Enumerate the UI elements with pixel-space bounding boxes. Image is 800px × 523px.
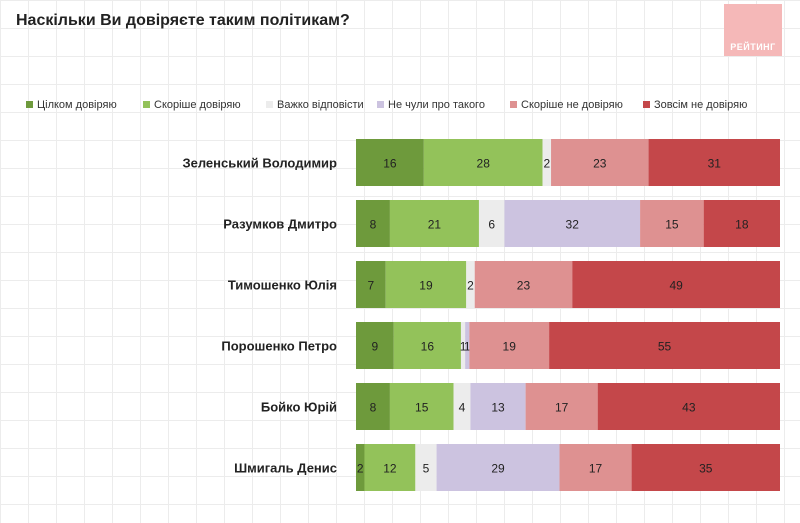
data-label: 17	[589, 462, 603, 476]
bar-segment	[551, 139, 649, 186]
bar-segment	[525, 383, 598, 430]
category-label: Тимошенко Юлія	[228, 278, 337, 293]
legend-label: Важко відповісти	[277, 99, 364, 111]
category-label: Порошенко Петро	[221, 339, 337, 354]
bar-segment	[559, 444, 632, 491]
bar-segment	[703, 200, 780, 247]
legend-swatch	[26, 101, 33, 108]
legend-swatch	[377, 101, 384, 108]
data-label: 55	[658, 340, 672, 354]
rating-logo: РЕЙТИНГ	[724, 4, 782, 56]
category-label: Разумков Дмитро	[223, 217, 337, 232]
data-label: 43	[682, 401, 696, 415]
logo-text: РЕЙТИНГ	[730, 42, 776, 52]
bar-segment	[465, 322, 470, 369]
data-label: 15	[415, 401, 429, 415]
bar-segment	[469, 322, 550, 369]
legend-swatch	[643, 101, 650, 108]
data-label: 21	[428, 218, 442, 232]
chart-legend: Цілком довіряю Скоріше довіряю Важко відпо…	[26, 99, 747, 111]
bar-segment	[542, 139, 552, 186]
bar-segment	[549, 322, 780, 369]
data-label: 2	[357, 462, 364, 476]
legend-label: Скоріше довіряю	[154, 99, 241, 111]
data-label: 4	[459, 401, 466, 415]
data-label: 32	[566, 218, 580, 232]
bar-segment	[423, 139, 543, 186]
bar-segment	[648, 139, 780, 186]
legend-swatch	[143, 101, 150, 108]
data-label: 19	[503, 340, 517, 354]
data-label: 15	[665, 218, 679, 232]
bar-segment	[393, 322, 461, 369]
bar-segment	[640, 200, 704, 247]
bar-segment	[385, 261, 467, 308]
data-label: 29	[491, 462, 505, 476]
data-label: 1	[460, 340, 467, 354]
data-label: 13	[491, 401, 505, 415]
bar-segment	[389, 383, 454, 430]
bar-segment	[453, 383, 471, 430]
data-label: 19	[419, 279, 433, 293]
data-label: 2	[467, 279, 474, 293]
bar-segment	[572, 261, 780, 308]
bar-segment	[356, 322, 394, 369]
bar-segment	[356, 261, 386, 308]
bar-segment	[504, 200, 641, 247]
bar-segment	[470, 383, 526, 430]
bar-segment	[478, 200, 505, 247]
bar-segment	[356, 383, 390, 430]
data-label: 1	[464, 340, 471, 354]
data-label: 35	[699, 462, 713, 476]
data-label: 28	[477, 157, 491, 171]
bar-segment	[415, 444, 437, 491]
data-label: 16	[421, 340, 435, 354]
data-label: 23	[517, 279, 531, 293]
legend-label: Цілком довіряю	[37, 99, 117, 111]
bar-segment	[364, 444, 416, 491]
bar-segment	[466, 261, 475, 308]
category-label: Зеленський Володимир	[182, 156, 337, 171]
bar-segment	[356, 200, 390, 247]
bar-segment	[631, 444, 780, 491]
data-label: 2	[543, 157, 550, 171]
bar-segment	[597, 383, 780, 430]
legend-label: Зовсім не довіряю	[654, 99, 747, 111]
bar-segment	[356, 444, 365, 491]
bar-segment	[474, 261, 573, 308]
category-label: Бойко Юрій	[261, 400, 337, 415]
data-label: 17	[555, 401, 569, 415]
bar-segment	[389, 200, 479, 247]
data-label: 31	[708, 157, 722, 171]
legend-label: Не чули про такого	[388, 99, 485, 111]
bar-segment	[356, 139, 424, 186]
bar-segment	[460, 322, 466, 369]
data-label: 16	[383, 157, 397, 171]
data-label: 8	[370, 401, 377, 415]
category-label: Шмигаль Денис	[234, 461, 337, 476]
chart-title: Наскільки Ви довіряєте таким політикам?	[16, 12, 350, 29]
legend-label: Скоріше не довіряю	[521, 99, 623, 111]
data-label: 23	[593, 157, 607, 171]
data-label: 6	[488, 218, 495, 232]
legend-swatch	[510, 101, 517, 108]
data-label: 9	[372, 340, 379, 354]
data-label: 12	[383, 462, 397, 476]
bar-segment	[436, 444, 560, 491]
data-label: 49	[669, 279, 683, 293]
data-label: 5	[423, 462, 430, 476]
data-label: 18	[735, 218, 749, 232]
legend-swatch	[266, 101, 273, 108]
data-label: 7	[367, 279, 374, 293]
data-label: 8	[370, 218, 377, 232]
